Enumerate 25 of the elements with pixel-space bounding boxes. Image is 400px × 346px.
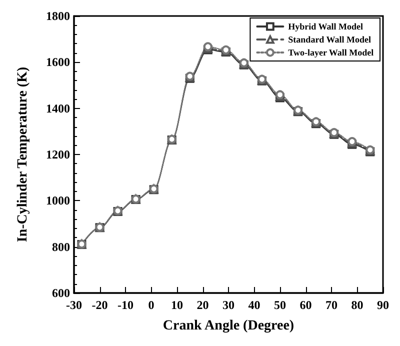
legend-label: Standard Wall Model xyxy=(288,34,372,44)
x-tick-label: 0 xyxy=(148,298,154,312)
x-tick-label: 50 xyxy=(274,298,286,312)
x-tick-label: 80 xyxy=(351,298,364,312)
x-tick-label: 20 xyxy=(196,298,209,312)
x-tick-label: 70 xyxy=(326,298,338,312)
x-tick-label: 40 xyxy=(248,298,260,312)
legend-label: Hybrid Wall Model xyxy=(288,22,364,32)
x-tick-label: -20 xyxy=(92,298,108,312)
y-tick-label: 1400 xyxy=(46,101,70,116)
x-tick-label: 10 xyxy=(171,298,183,312)
x-tick-label: 60 xyxy=(300,298,312,312)
x-tick-label: 30 xyxy=(222,298,234,312)
y-tick-label: 1200 xyxy=(46,148,70,162)
y-tick-label: 1600 xyxy=(46,55,70,70)
y-tick-label: 600 xyxy=(52,286,70,300)
y-axis-title: In-Cylinder Temperature (K) xyxy=(16,66,30,242)
x-tick-label: 90 xyxy=(377,298,389,312)
y-tick-label: 1000 xyxy=(46,194,70,208)
x-tick-label: -10 xyxy=(118,298,134,312)
x-axis-title: Crank Angle (Degree) xyxy=(162,318,294,334)
x-tick-label: -30 xyxy=(66,298,82,312)
legend-label: Two-layer Wall Model xyxy=(288,48,374,58)
y-tick-label: 800 xyxy=(52,240,70,254)
y-tick-label: 1800 xyxy=(46,9,70,23)
